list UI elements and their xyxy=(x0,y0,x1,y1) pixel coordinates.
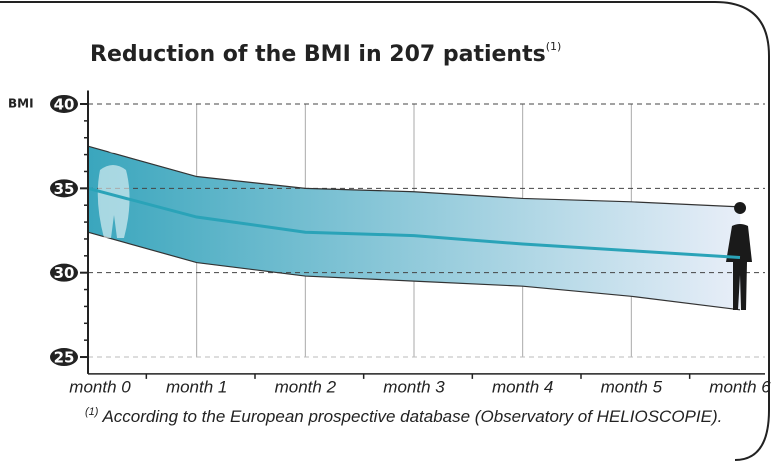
x-tick-label: month 1 xyxy=(166,377,227,396)
range-band xyxy=(197,177,306,277)
x-tick-label: month 0 xyxy=(69,377,131,396)
y-tick-label: 40 xyxy=(54,95,75,113)
x-tick-label: month 5 xyxy=(601,377,663,396)
x-tick-label: month 3 xyxy=(383,377,445,396)
y-axis-label: BMI xyxy=(8,97,34,111)
chart-title: Reduction of the BMI in 207 patients(1) xyxy=(90,40,561,67)
y-tick-label: 30 xyxy=(54,264,75,282)
x-tick-label: month 2 xyxy=(275,377,337,396)
x-tick-label: month 4 xyxy=(492,377,553,396)
footnote: (1)According to the European prospective… xyxy=(85,406,722,427)
y-tick-label: 35 xyxy=(54,180,75,198)
y-tick-label: 25 xyxy=(54,349,75,367)
chart: Reduction of the BMI in 207 patients(1) … xyxy=(0,0,771,463)
x-tick-label: month 6 xyxy=(709,377,771,396)
plot-area: 25 30 35 40 month 0 month 1 month 2 month 3 mont… xyxy=(50,91,771,397)
